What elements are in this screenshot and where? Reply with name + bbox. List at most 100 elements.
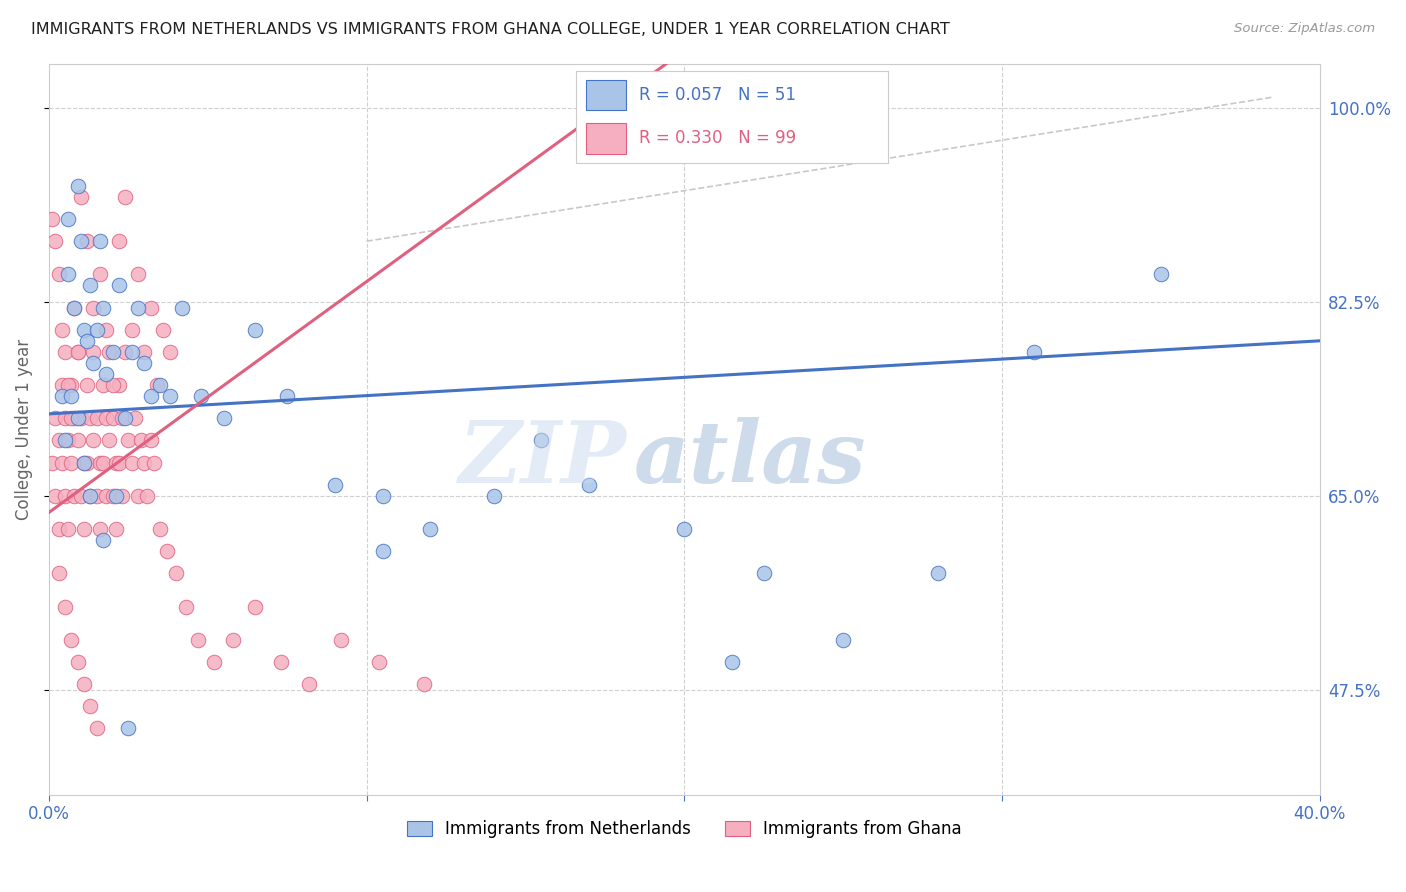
Point: [245, 599, 267, 614]
Point: [76, 334, 98, 348]
Point: [124, 411, 146, 425]
Point: [56, 522, 79, 536]
Legend: Immigrants from Netherlands, Immigrants from Ghana: Immigrants from Netherlands, Immigrants …: [401, 814, 969, 845]
Point: [60, 456, 83, 470]
Point: [63, 301, 86, 315]
Point: [82, 301, 104, 315]
Point: [142, 456, 165, 470]
Point: [91, 301, 114, 315]
Point: [56, 212, 79, 227]
Point: [76, 378, 98, 392]
Point: [48, 566, 70, 581]
Point: [149, 522, 172, 536]
Point: [371, 489, 394, 503]
Point: [368, 655, 391, 669]
Point: [48, 522, 70, 536]
Point: [79, 278, 101, 293]
Text: ZIP: ZIP: [460, 417, 627, 500]
Point: [165, 566, 187, 581]
Point: [101, 344, 124, 359]
Point: [86, 721, 108, 735]
Point: [48, 434, 70, 448]
Point: [60, 389, 83, 403]
Point: [800, 101, 823, 115]
Point: [41, 212, 63, 227]
Point: [91, 378, 114, 392]
Point: [60, 378, 83, 392]
Point: [63, 411, 86, 425]
Point: [114, 190, 136, 204]
Point: [298, 677, 321, 691]
Point: [51, 389, 73, 403]
Point: [482, 489, 505, 503]
Point: [276, 389, 298, 403]
Point: [721, 655, 744, 669]
Point: [66, 434, 89, 448]
Point: [82, 356, 104, 370]
Point: [530, 434, 553, 448]
Point: [121, 456, 143, 470]
Point: [129, 434, 152, 448]
Point: [69, 234, 91, 248]
Point: [69, 411, 91, 425]
Point: [73, 456, 96, 470]
Point: [104, 489, 127, 503]
Point: [96, 367, 118, 381]
Point: [108, 234, 131, 248]
Point: [66, 344, 89, 359]
Text: atlas: atlas: [634, 417, 866, 500]
Point: [104, 456, 127, 470]
Point: [174, 599, 197, 614]
Point: [63, 489, 86, 503]
Point: [53, 411, 76, 425]
Point: [69, 489, 91, 503]
Point: [53, 599, 76, 614]
Point: [136, 489, 159, 503]
Point: [91, 456, 114, 470]
Point: [927, 566, 949, 581]
Point: [245, 323, 267, 337]
Point: [114, 344, 136, 359]
Point: [96, 411, 118, 425]
Point: [127, 301, 149, 315]
Point: [202, 655, 225, 669]
Point: [73, 323, 96, 337]
Point: [212, 411, 235, 425]
Point: [66, 411, 89, 425]
Point: [139, 301, 162, 315]
Point: [56, 378, 79, 392]
Point: [86, 323, 108, 337]
Point: [114, 411, 136, 425]
Point: [56, 268, 79, 282]
Point: [1150, 268, 1173, 282]
Point: [1022, 344, 1045, 359]
Point: [134, 344, 156, 359]
Point: [63, 301, 86, 315]
Point: [53, 344, 76, 359]
Point: [146, 378, 169, 392]
Point: [89, 522, 111, 536]
Point: [323, 477, 346, 491]
Point: [96, 489, 118, 503]
Point: [222, 632, 245, 647]
Point: [51, 456, 73, 470]
Point: [127, 489, 149, 503]
Point: [111, 411, 134, 425]
Point: [41, 456, 63, 470]
Point: [172, 301, 194, 315]
Point: [134, 356, 156, 370]
Point: [79, 699, 101, 714]
Point: [96, 323, 118, 337]
Point: [419, 522, 441, 536]
Point: [127, 268, 149, 282]
Point: [86, 489, 108, 503]
Point: [69, 190, 91, 204]
Point: [752, 566, 775, 581]
Point: [44, 489, 66, 503]
Point: [79, 489, 101, 503]
Point: [159, 344, 181, 359]
Point: [159, 389, 181, 403]
Point: [44, 234, 66, 248]
Point: [48, 268, 70, 282]
Point: [73, 522, 96, 536]
